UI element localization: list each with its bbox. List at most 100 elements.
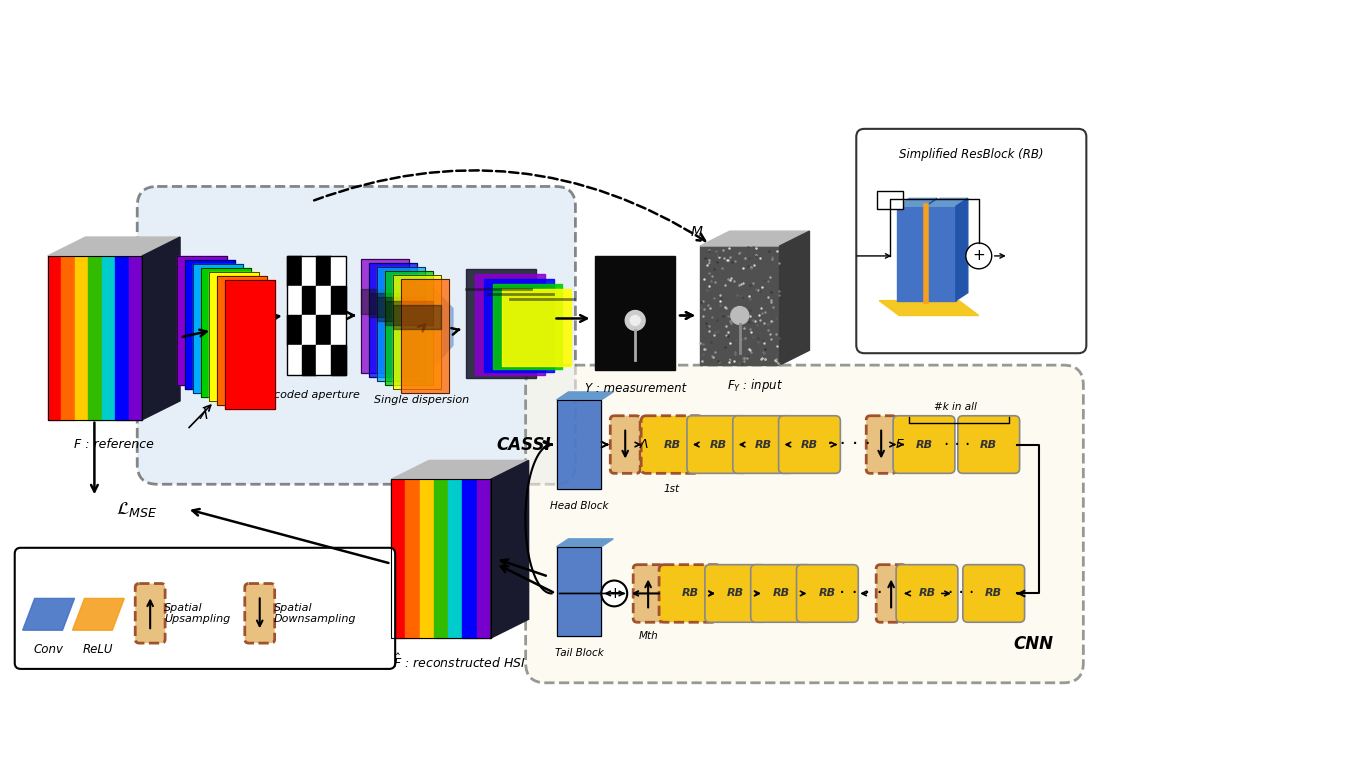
Polygon shape — [502, 288, 572, 366]
Polygon shape — [377, 267, 425, 381]
Text: Single dispersion: Single dispersion — [373, 395, 468, 405]
Text: RB: RB — [727, 588, 744, 598]
Polygon shape — [287, 315, 302, 345]
Text: Spatial
Downsampling: Spatial Downsampling — [274, 603, 357, 624]
Polygon shape — [48, 256, 61, 420]
Polygon shape — [391, 461, 528, 480]
Polygon shape — [302, 315, 317, 345]
Circle shape — [625, 311, 645, 330]
Polygon shape — [88, 256, 102, 420]
FancyBboxPatch shape — [641, 415, 702, 474]
Text: ReLU: ReLU — [83, 643, 113, 656]
Polygon shape — [897, 207, 925, 301]
Polygon shape — [193, 264, 242, 393]
Text: Simplified ResBlock (RB): Simplified ResBlock (RB) — [900, 148, 1044, 161]
Polygon shape — [302, 285, 317, 315]
Circle shape — [731, 307, 749, 324]
Circle shape — [630, 315, 640, 325]
Polygon shape — [491, 461, 528, 638]
Text: RB: RB — [755, 440, 772, 450]
Text: RB: RB — [919, 588, 935, 598]
FancyBboxPatch shape — [659, 565, 721, 622]
Polygon shape — [75, 256, 88, 420]
Polygon shape — [129, 256, 142, 420]
Polygon shape — [287, 256, 302, 285]
Polygon shape — [332, 345, 346, 375]
Polygon shape — [216, 275, 267, 405]
Text: Γ: Γ — [896, 438, 904, 451]
Polygon shape — [557, 539, 614, 547]
Text: RB: RB — [819, 588, 836, 598]
FancyBboxPatch shape — [525, 365, 1083, 683]
Text: +: + — [972, 249, 985, 263]
Polygon shape — [116, 256, 129, 420]
FancyBboxPatch shape — [137, 187, 576, 484]
Polygon shape — [72, 598, 124, 630]
Text: M: M — [691, 225, 702, 239]
Text: Head Block: Head Block — [550, 501, 608, 511]
Polygon shape — [201, 268, 250, 397]
Text: CASSI: CASSI — [495, 437, 551, 454]
Polygon shape — [700, 246, 780, 365]
Polygon shape — [393, 304, 441, 330]
Polygon shape — [431, 285, 453, 370]
FancyBboxPatch shape — [751, 565, 813, 622]
Text: coded aperture: coded aperture — [274, 390, 359, 400]
Polygon shape — [595, 256, 675, 370]
Polygon shape — [317, 345, 332, 375]
Text: · · · ·: · · · · — [840, 584, 883, 603]
Polygon shape — [361, 288, 410, 314]
FancyBboxPatch shape — [610, 415, 640, 474]
Polygon shape — [332, 256, 346, 285]
Text: RB: RB — [682, 588, 698, 598]
Polygon shape — [557, 547, 602, 636]
Polygon shape — [925, 198, 936, 301]
Polygon shape — [493, 284, 562, 369]
Polygon shape — [465, 269, 536, 378]
Text: Mth: Mth — [638, 631, 657, 641]
Polygon shape — [61, 256, 75, 420]
Text: RB: RB — [916, 440, 932, 450]
Text: F : reference: F : reference — [73, 438, 154, 451]
Polygon shape — [185, 260, 235, 389]
Text: · · · ·: · · · · — [827, 435, 871, 454]
FancyBboxPatch shape — [958, 415, 1019, 474]
Polygon shape — [928, 207, 955, 301]
FancyBboxPatch shape — [15, 548, 395, 669]
Polygon shape — [955, 198, 968, 301]
Circle shape — [966, 243, 992, 269]
Polygon shape — [302, 345, 317, 375]
Polygon shape — [419, 480, 434, 638]
FancyBboxPatch shape — [705, 565, 766, 622]
Polygon shape — [369, 263, 416, 377]
FancyBboxPatch shape — [962, 565, 1025, 622]
Polygon shape — [557, 392, 614, 400]
Polygon shape — [377, 297, 425, 321]
Polygon shape — [393, 275, 441, 389]
Polygon shape — [102, 256, 116, 420]
Text: Y : measurement: Y : measurement — [585, 382, 686, 395]
Polygon shape — [332, 285, 346, 315]
Polygon shape — [401, 278, 449, 393]
Polygon shape — [287, 345, 302, 375]
Polygon shape — [210, 272, 259, 401]
Polygon shape — [475, 274, 544, 375]
Polygon shape — [434, 480, 448, 638]
Polygon shape — [406, 480, 419, 638]
Polygon shape — [225, 280, 275, 409]
Text: · · ·: · · · — [943, 435, 970, 454]
Text: · · ·: · · · — [947, 584, 974, 603]
Text: Spatial
Upsampling: Spatial Upsampling — [165, 603, 230, 624]
Text: CNN: CNN — [1014, 635, 1053, 653]
Text: $\hat{F}$ : reconstructed HSI: $\hat{F}$ : reconstructed HSI — [393, 653, 527, 671]
Polygon shape — [302, 256, 317, 285]
Polygon shape — [483, 278, 554, 372]
Text: RB: RB — [709, 440, 727, 450]
Polygon shape — [332, 315, 346, 345]
Text: #k in all: #k in all — [935, 402, 977, 412]
FancyBboxPatch shape — [245, 584, 275, 643]
Polygon shape — [557, 400, 602, 490]
Text: λ: λ — [200, 407, 208, 422]
FancyBboxPatch shape — [732, 415, 795, 474]
Text: RB: RB — [980, 440, 998, 450]
